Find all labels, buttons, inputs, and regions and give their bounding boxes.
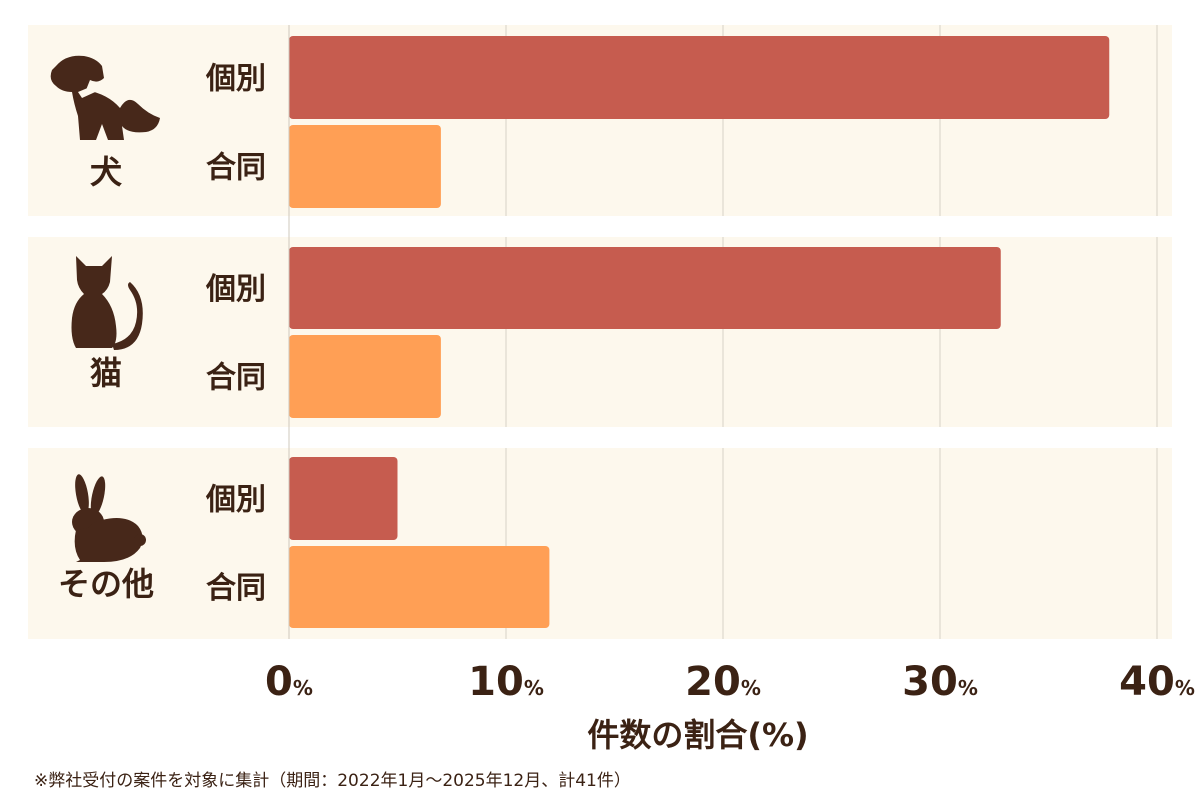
bar-joint: [289, 546, 550, 628]
bar-individual: [289, 457, 398, 540]
group-label: その他: [58, 565, 154, 603]
x-tick-label: 40%: [1119, 659, 1195, 705]
bar-label: 個別: [205, 272, 266, 307]
bar-label: 合同: [206, 151, 266, 186]
group-panel-3: [28, 448, 1172, 639]
bar-label: 合同: [206, 361, 266, 396]
x-axis-title: 件数の割合(%): [587, 716, 808, 754]
bar-label: 個別: [205, 62, 266, 97]
rabbit-icon: [72, 474, 146, 562]
x-tick-label: 20%: [685, 659, 761, 705]
bar-individual: [289, 36, 1110, 119]
group-label: 犬: [90, 153, 122, 191]
group-label: 猫: [90, 354, 122, 392]
cat-icon: [71, 256, 143, 350]
x-tick-label: 0%: [265, 659, 313, 705]
bar-joint: [289, 335, 441, 418]
bar-individual: [289, 247, 1001, 329]
x-tick-label: 10%: [468, 659, 544, 705]
x-tick-label: 30%: [902, 659, 978, 705]
bar-label: 個別: [205, 483, 266, 518]
footnote: ※弊社受付の案件を対象に集計（期間：2022年1月～2025年12月、計41件）: [34, 771, 631, 791]
bar-label: 合同: [206, 571, 266, 606]
dog-icon: [50, 55, 160, 140]
bar-joint: [289, 125, 441, 208]
